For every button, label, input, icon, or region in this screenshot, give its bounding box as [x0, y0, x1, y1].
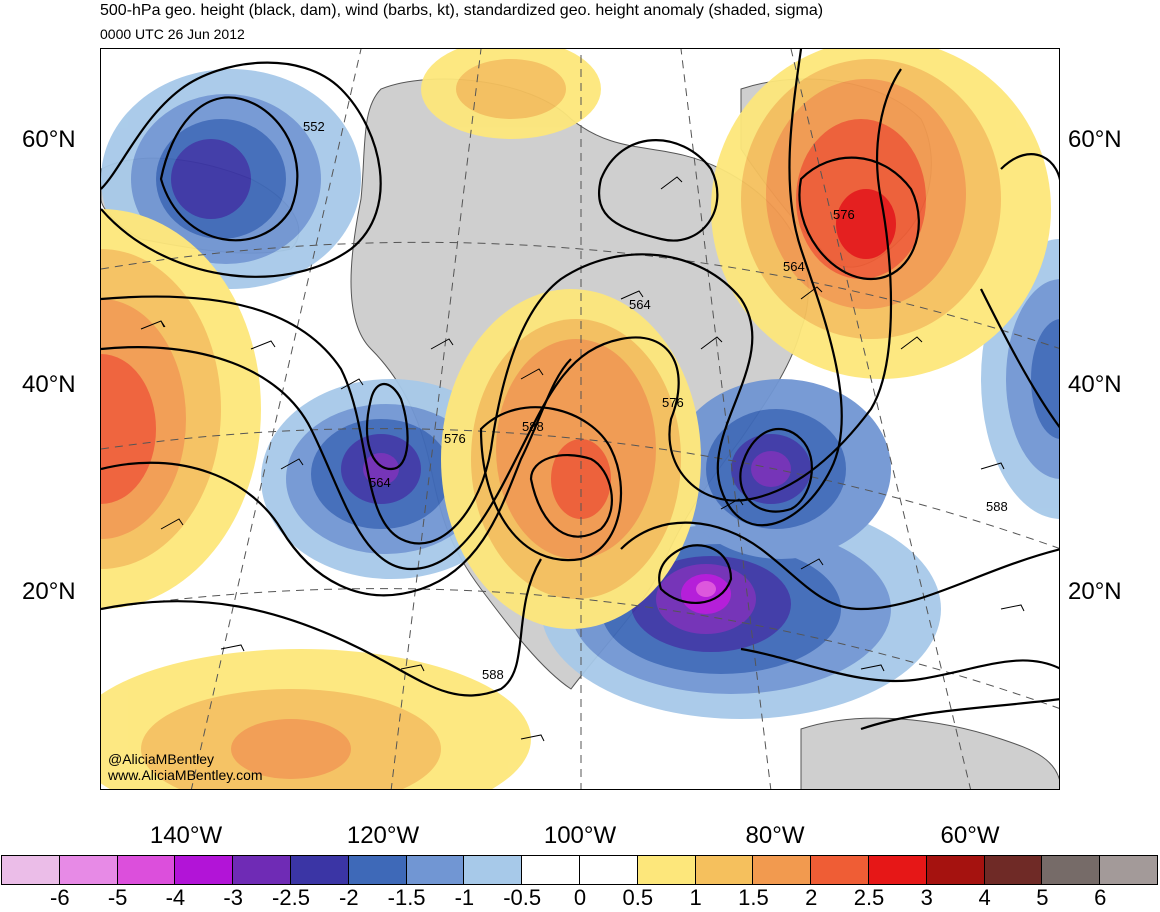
- colorbar-swatch: [116, 855, 176, 885]
- colorbar-swatch: [58, 855, 118, 885]
- contour-label-588-atlantic: 588: [986, 499, 1008, 514]
- contour-label-576-west: 576: [444, 431, 466, 446]
- map-panel: 552 564 576 588 564 576 588 576 564 588: [100, 48, 1060, 790]
- contour-label-576-greenland: 576: [833, 207, 855, 222]
- colorbar-labels: -6 -5 -4 -3 -2.5 -2 -1.5 -1 -0.5 0 0.5 1 1.5 2 2.5 3 4 5 6: [0, 885, 1160, 911]
- contour-label-576-east: 576: [662, 395, 684, 410]
- contour-label-588-mexico: 588: [482, 667, 504, 682]
- credit-handle: @AliciaMBentley: [108, 751, 215, 767]
- lat-label-60n-left: 60°N: [22, 126, 76, 153]
- lat-label-40n-left: 40°N: [22, 371, 76, 398]
- graticule: [101, 49, 1059, 789]
- colorbar-swatch: [810, 855, 869, 885]
- colorbar-tick-label: 3: [920, 885, 933, 910]
- colorbar-tick-label: 0.5: [622, 885, 654, 910]
- colorbar-tick-label: 6: [1094, 885, 1107, 910]
- colorbar-swatch: [925, 855, 985, 885]
- lat-label-20n-right: 20°N: [1068, 578, 1122, 605]
- contour-label-564-greenland: 564: [783, 259, 805, 274]
- map-canvas: [101, 49, 1059, 789]
- colorbar-tick-label: -4: [165, 885, 186, 910]
- colorbar-tick-label: -2: [339, 885, 359, 910]
- colorbar-swatch: [463, 855, 523, 885]
- colorbar-tick-label: 2.5: [853, 885, 885, 910]
- colorbar-swatch: [405, 855, 465, 885]
- colorbar-tick-label: -0.5: [503, 885, 542, 910]
- wind-barbs: [140, 176, 1025, 742]
- anomaly-shading: [101, 49, 1059, 789]
- colorbar-swatch: [636, 855, 696, 885]
- lat-label-20n-left: 20°N: [22, 578, 76, 605]
- colorbar-tick-label: 1.5: [738, 885, 769, 910]
- colorbar-swatch: [1099, 855, 1158, 885]
- lon-label-80w: 80°W: [745, 822, 805, 849]
- colorbar-tick-label: 2: [805, 885, 818, 910]
- lat-label-40n-right: 40°N: [1068, 371, 1122, 398]
- lon-label-140w: 140°W: [149, 822, 223, 849]
- colorbar-swatch: [521, 855, 580, 885]
- colorbar-swatch: [289, 855, 349, 885]
- colorbar-tick-label: -1.5: [387, 885, 426, 910]
- colorbar-tick-label: -6: [50, 885, 70, 910]
- land-south-america: [800, 717, 1059, 789]
- colorbar-swatch: [752, 855, 812, 885]
- map-valid-time: 0000 UTC 26 Jun 2012: [100, 26, 245, 42]
- colorbar-tick-label: -1: [454, 885, 475, 910]
- colorbar-swatch: [1041, 855, 1101, 885]
- colorbar-tick-label: -5: [107, 885, 128, 910]
- colorbar-tick-label: -3: [223, 885, 243, 910]
- colorbar-swatch: [347, 855, 407, 885]
- colorbar-tick-label: 0: [573, 885, 587, 910]
- contour-label-564-hudson: 564: [629, 297, 651, 312]
- lon-label-120w: 120°W: [346, 822, 420, 849]
- colorbar-swatch: [983, 855, 1043, 885]
- colorbar-swatch: [578, 855, 638, 885]
- lon-label-60w: 60°W: [940, 822, 1000, 849]
- colorbar-swatch: [174, 855, 234, 885]
- colorbar-swatch: [867, 855, 927, 885]
- contour-label-552: 552: [303, 119, 325, 134]
- colorbar-tick-label: 5: [1036, 885, 1049, 910]
- contour-label-564-california: 564: [369, 475, 391, 490]
- contour-label-588-plains: 588: [522, 419, 544, 434]
- map-title: 500-hPa geo. height (black, dam), wind (…: [100, 2, 824, 19]
- colorbar-swatch: [1, 855, 60, 885]
- colorbar-tick-label: 1: [689, 885, 702, 910]
- credit-website: www.AliciaMBentley.com: [108, 767, 263, 783]
- colorbar-swatch: [232, 855, 291, 885]
- lon-label-100w: 100°W: [543, 822, 617, 849]
- colorbar-tick-label: 4: [978, 885, 991, 910]
- colorbar: [1, 855, 1158, 885]
- height-contours: [101, 49, 1059, 731]
- colorbar-tick-label: -2.5: [272, 885, 310, 910]
- lat-label-60n-right: 60°N: [1068, 126, 1122, 153]
- colorbar-swatch: [694, 855, 754, 885]
